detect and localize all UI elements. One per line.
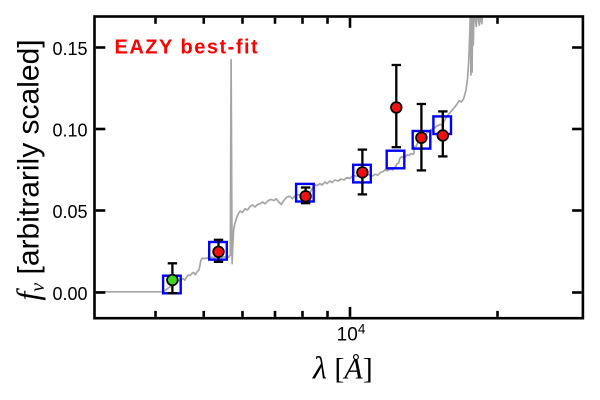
- svg-text:104: 104: [337, 321, 366, 345]
- svg-text:0.00: 0.00: [52, 284, 87, 304]
- svg-text:fν [arbitrarily scaled]: fν [arbitrarily scaled]: [10, 39, 50, 300]
- svg-text:0.05: 0.05: [52, 202, 87, 222]
- svg-text:0.10: 0.10: [52, 121, 87, 141]
- svg-text:EAZY best-fit: EAZY best-fit: [115, 37, 260, 59]
- svg-text:0.15: 0.15: [52, 39, 87, 59]
- svg-text:λ [Å]: λ [Å]: [312, 350, 373, 386]
